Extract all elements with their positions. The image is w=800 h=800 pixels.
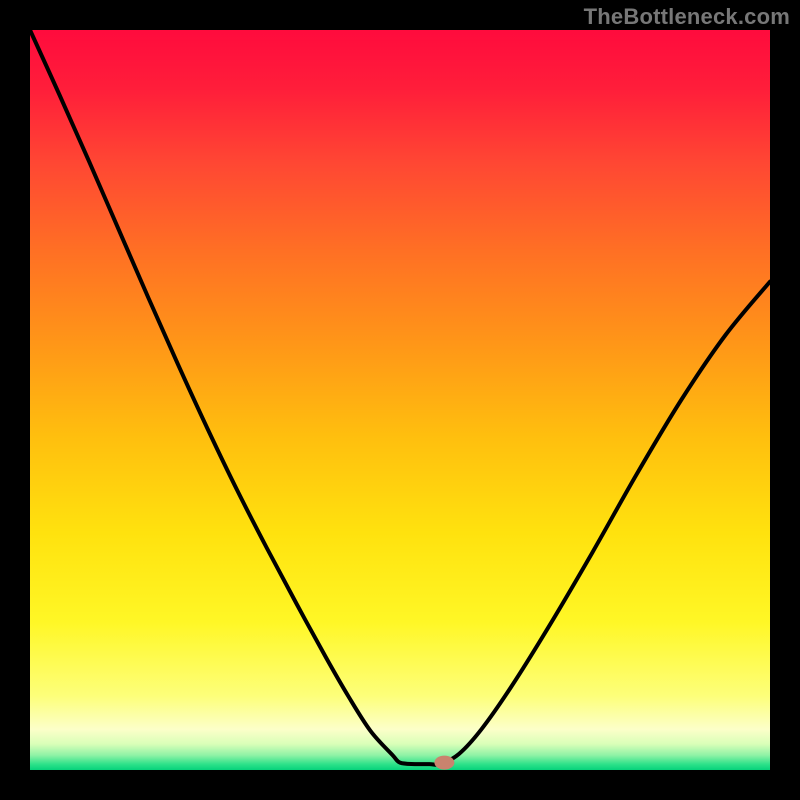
chart-frame: TheBottleneck.com bbox=[0, 0, 800, 800]
plot-background bbox=[30, 30, 770, 770]
optimum-marker bbox=[434, 756, 454, 770]
bottleneck-curve-chart bbox=[0, 0, 800, 800]
watermark-text: TheBottleneck.com bbox=[584, 4, 790, 30]
